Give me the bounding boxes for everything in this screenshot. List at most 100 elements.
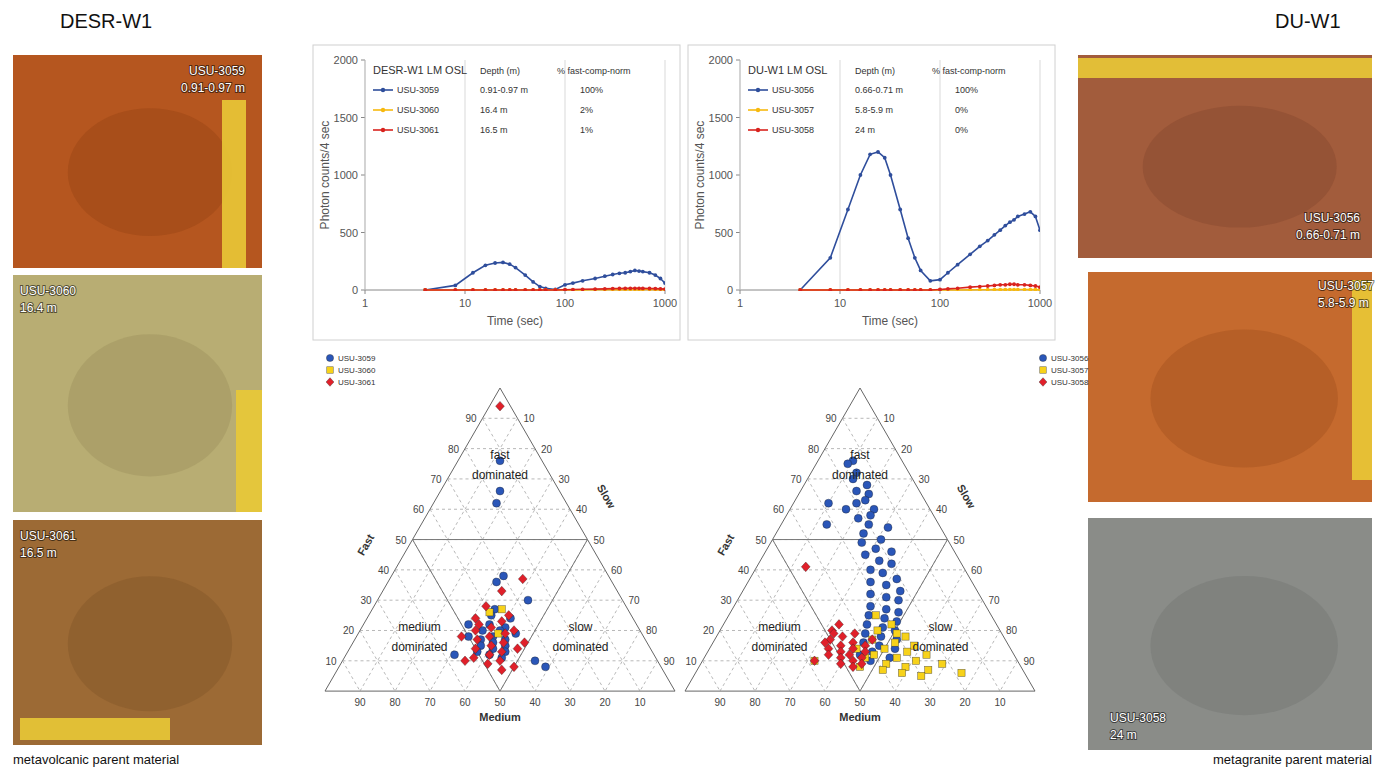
grid-line (465, 60, 466, 290)
point (457, 632, 466, 642)
point (946, 287, 950, 291)
tape (1352, 280, 1372, 480)
grid-line (755, 570, 825, 691)
point (863, 481, 871, 489)
point (968, 285, 972, 289)
tick-label: 80 (808, 444, 820, 455)
tick-label: 10 (834, 297, 846, 309)
grid-line (360, 418, 518, 691)
legend-swatch (756, 128, 760, 132)
point (906, 288, 910, 291)
depth-label: 16.5 m (20, 546, 57, 560)
point (510, 662, 519, 672)
point (993, 284, 997, 288)
point (493, 288, 497, 291)
point (958, 669, 965, 676)
legend-depth: 0.66-0.71 m (855, 85, 903, 95)
point (482, 601, 491, 611)
tick-label: 80 (1006, 625, 1018, 636)
axis-title: Time (sec) (487, 314, 543, 328)
point (853, 487, 861, 495)
photo (1088, 272, 1372, 502)
legend-swatch (381, 88, 385, 92)
tick-label: 60 (971, 565, 983, 576)
sample-label: USU-3057 (1318, 279, 1374, 293)
region-label-line: dominated (751, 640, 807, 654)
grid-line (665, 60, 666, 290)
point (493, 499, 501, 507)
legend-label: USU-3058 (1051, 378, 1089, 387)
tick-label: 70 (424, 697, 436, 708)
point (542, 663, 550, 671)
point (938, 288, 942, 291)
point (978, 285, 982, 289)
point (842, 505, 850, 513)
point (860, 529, 868, 537)
point (499, 638, 508, 648)
point (913, 288, 917, 291)
grid-line (840, 60, 841, 290)
legend: DU-W1 LM OSLDepth (m)% fast-comp-normUSU… (748, 64, 1006, 135)
tick-label: 30 (559, 474, 571, 485)
point (471, 644, 480, 654)
legend-swatch (327, 367, 333, 373)
point (493, 288, 497, 291)
photo-shading (68, 576, 232, 711)
legend-percent: 2% (580, 105, 593, 115)
legend-swatch (1039, 354, 1046, 361)
point (497, 586, 506, 596)
point (513, 644, 522, 654)
point (876, 288, 880, 291)
point (623, 271, 627, 275)
tick-label: 60 (459, 697, 471, 708)
axis-title: Slow (955, 482, 978, 511)
point (1038, 228, 1040, 232)
point (798, 288, 802, 291)
point (461, 656, 470, 666)
point (501, 629, 510, 639)
tick-label: 1500 (709, 112, 733, 124)
grid-line (535, 570, 605, 691)
legend-swatch (756, 108, 760, 112)
grid-line (808, 479, 931, 691)
legend-depth: 0.91-0.97 m (480, 85, 528, 95)
point (423, 288, 427, 291)
legend-percent: 100% (955, 85, 978, 95)
grid-line (395, 570, 465, 691)
point (835, 620, 844, 630)
tick-label: 80 (749, 697, 761, 708)
data (423, 261, 665, 292)
grid-line (365, 60, 366, 290)
axis-title: Fast (715, 532, 737, 558)
region-label-line: dominated (912, 640, 968, 654)
point (865, 520, 873, 528)
point (484, 288, 488, 291)
tick-label: 40 (738, 565, 750, 576)
photo-shading (1143, 106, 1337, 228)
legend-swatch (1039, 378, 1047, 387)
point (538, 285, 542, 289)
point (563, 288, 567, 291)
point (859, 288, 863, 291)
point (882, 605, 890, 613)
point (798, 288, 802, 291)
point (858, 539, 866, 547)
series-line (800, 152, 1040, 290)
tick (361, 60, 365, 61)
point (939, 660, 946, 667)
legend-label: USU-3061 (338, 378, 376, 387)
tick (736, 232, 740, 233)
point (663, 287, 665, 291)
point (497, 617, 506, 627)
grid-line (755, 569, 965, 570)
point (633, 269, 637, 273)
point (986, 288, 990, 291)
tick-label: 10 (325, 656, 337, 667)
tick-label: 30 (924, 697, 936, 708)
sample-label: USU-3059 (189, 64, 245, 78)
tick-label: 2000 (334, 54, 358, 66)
tick-label: 70 (629, 595, 641, 606)
point (913, 256, 917, 260)
tick-label: 1 (737, 297, 743, 309)
point (893, 654, 900, 661)
